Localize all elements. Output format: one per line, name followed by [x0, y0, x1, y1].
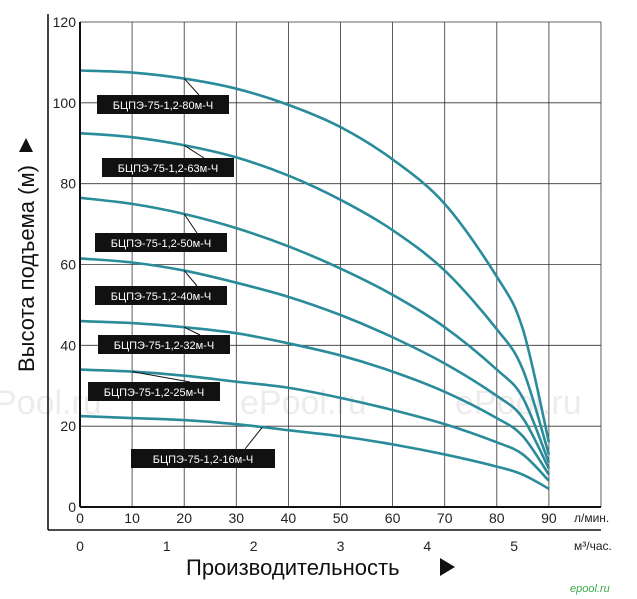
series-label-background — [98, 335, 230, 354]
x-axis-title: Производительность — [186, 555, 400, 580]
series-line — [79, 69, 551, 443]
x-tick-label-m3h: 4 — [423, 538, 431, 554]
y-tick-label: 60 — [60, 257, 76, 273]
series-label: БЦПЭ-75-1,2-40м-Ч — [95, 286, 227, 305]
x-tick-label-lmin: 70 — [437, 510, 453, 526]
x-tick-label-m3h: 3 — [337, 538, 345, 554]
x-tick-label-lmin: 50 — [333, 510, 349, 526]
y-tick-label: 0 — [68, 499, 76, 515]
label-leader-line — [183, 78, 200, 96]
x-tick-label-m3h: 1 — [163, 538, 171, 554]
y-axis-title: Высота подъема (м) — [14, 165, 39, 372]
y-tick-label: 100 — [53, 95, 77, 111]
series-label: БЦПЭ-75-1,2-32м-Ч — [98, 335, 230, 354]
curves-layer — [79, 69, 551, 490]
x-tick-label-m3h: 0 — [76, 538, 84, 554]
series-line — [79, 257, 551, 470]
series-label-text: БЦПЭ-75-1,2-25м-Ч — [104, 387, 204, 399]
label-leader-line — [183, 270, 198, 287]
series-label: БЦПЭ-75-1,2-80м-Ч — [97, 95, 229, 114]
series-label-text: БЦПЭ-75-1,2-80м-Ч — [113, 100, 213, 112]
y-tick-label: 20 — [60, 418, 76, 434]
label-leader-line — [183, 213, 198, 234]
x-tick-label-lmin: 40 — [281, 510, 297, 526]
series-label: БЦПЭ-75-1,2-63м-Ч — [102, 158, 234, 177]
x-tick-label-lmin: 60 — [385, 510, 401, 526]
series-labels: БЦПЭ-75-1,2-80м-Ч БЦПЭ-75-1,2-63м-Ч БЦПЭ-7… — [88, 95, 275, 468]
series-label-text: БЦПЭ-75-1,2-63м-Ч — [118, 163, 218, 175]
series-label-text: БЦПЭ-75-1,2-50м-Ч — [111, 238, 211, 250]
series-label: БЦПЭ-75-1,2-16м-Ч — [131, 449, 275, 468]
y-tick-label: 120 — [53, 14, 77, 30]
y-axis-arrow-icon — [19, 138, 33, 152]
series-label-text: БЦПЭ-75-1,2-16м-Ч — [153, 454, 253, 466]
label-leaders — [132, 78, 263, 450]
series-label-background — [95, 233, 227, 252]
series-label-text: БЦПЭ-75-1,2-40м-Ч — [111, 291, 211, 303]
x-unit-m3h: м³/час. — [574, 539, 612, 553]
series-label-background — [131, 449, 275, 468]
series-line — [79, 196, 551, 464]
series-line — [79, 319, 550, 476]
x-axis-arrow-icon — [440, 558, 455, 576]
series-label-background — [95, 286, 227, 305]
x-tick-label-lmin: 0 — [76, 510, 84, 526]
label-leader-line — [183, 326, 201, 336]
series-label-background — [88, 382, 220, 401]
series-label-background — [97, 95, 229, 114]
y-tick-label: 80 — [60, 176, 76, 192]
label-leader-line — [183, 144, 205, 159]
x-tick-label-lmin: 10 — [124, 510, 140, 526]
series-label-text: БЦПЭ-75-1,2-32м-Ч — [114, 340, 214, 352]
x-tick-label-lmin: 80 — [489, 510, 505, 526]
y-tick-label: 40 — [60, 337, 76, 353]
x-tick-label-lmin: 20 — [176, 510, 192, 526]
x-tick-labels-m3h: 0 1 2 3 4 5 — [76, 538, 518, 554]
x-tick-labels-lmin: 0 10 20 30 40 50 60 70 80 90 — [76, 510, 557, 526]
series-label: БЦПЭ-75-1,2-50м-Ч — [95, 233, 227, 252]
label-leader-line — [244, 426, 263, 450]
label-leader-line — [132, 371, 191, 383]
y-tick-labels: 0 20 40 60 80 100 120 — [53, 14, 77, 515]
x-tick-label-lmin: 30 — [229, 510, 245, 526]
series-line — [79, 131, 551, 455]
x-tick-label-lmin: 90 — [541, 510, 557, 526]
series-line — [79, 368, 550, 482]
x-tick-label-m3h: 2 — [250, 538, 258, 554]
series-line — [79, 414, 550, 490]
series-label-background — [102, 158, 234, 177]
x-unit-lmin: л/мин. — [574, 511, 609, 525]
x-tick-label-m3h: 5 — [510, 538, 518, 554]
brand-logo: epool.ru — [570, 583, 610, 595]
series-label: БЦПЭ-75-1,2-25м-Ч — [88, 382, 220, 401]
